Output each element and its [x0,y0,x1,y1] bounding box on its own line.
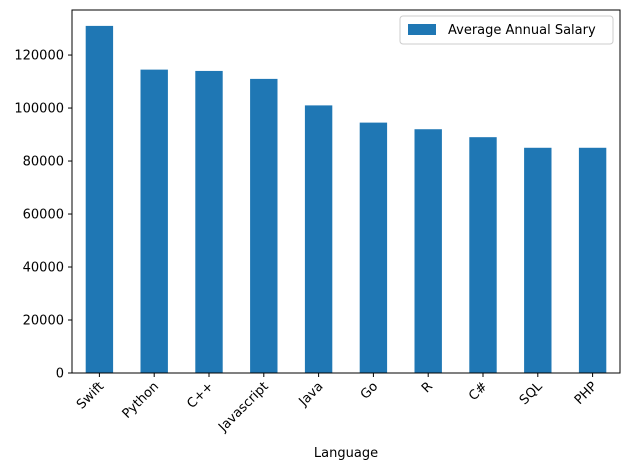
bars-group [85,25,607,374]
bar-c-2 [195,70,223,373]
x-tick-label: Javascript [215,379,271,435]
x-tick-label: Swift [74,379,107,412]
bar-python-1 [140,69,168,374]
bar-sql-8 [524,147,552,373]
y-tick-label: 120000 [14,49,64,64]
x-tick-label: Python [120,379,162,421]
x-tick-label: PHP [572,379,601,408]
bar-swift-0 [85,25,114,374]
y-tick-label: 0 [56,367,64,382]
y-tick-label: 60000 [23,208,64,223]
legend: Average Annual Salary [399,15,614,45]
x-axis: Swift Python C++ Javascript Java Go R C# SQL PHP [74,373,601,436]
bar-go-5 [359,122,388,373]
x-tick-label: C++ [184,379,216,411]
bar-c-7 [469,137,497,373]
legend-box [399,15,614,45]
y-tick-label: 40000 [23,261,64,276]
bar-php-9 [578,147,607,373]
y-tick-label: 20000 [23,314,64,329]
plot-frame [71,9,621,374]
legend-swatch [408,24,436,35]
y-axis: 0 20000 40000 60000 80000 100000 120000 [14,49,72,382]
x-tick-label: C# [466,379,491,404]
x-tick-label: SQL [517,379,546,408]
x-tick-label: Go [358,379,381,402]
x-tick-label: Java [296,379,327,410]
legend-label: Average Annual Salary [448,23,596,38]
x-tick-label: R [419,379,436,396]
bar-r-6 [414,129,442,373]
bar-javascript-3 [250,78,278,373]
x-axis-label: Language [314,446,378,461]
y-tick-label: 80000 [23,155,64,170]
bar-java-4 [304,105,333,373]
y-tick-label: 100000 [14,102,64,117]
